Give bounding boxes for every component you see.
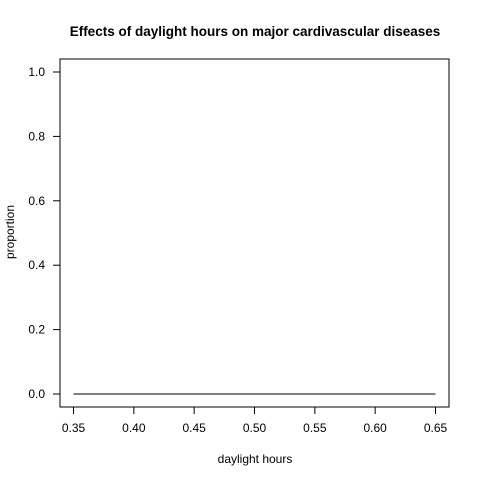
y-axis-label: proportion — [3, 205, 17, 259]
y-tick-label: 0.6 — [28, 194, 45, 208]
x-tick-label: 0.65 — [424, 421, 448, 435]
y-tick-label: 0.2 — [28, 323, 45, 337]
y-tick-label: 0.8 — [28, 129, 45, 143]
x-axis-label: daylight hours — [218, 452, 293, 466]
y-tick-label: 1.0 — [28, 65, 45, 79]
x-tick-label: 0.55 — [303, 421, 327, 435]
x-tick-label: 0.45 — [182, 421, 206, 435]
y-axis: 0.0 0.2 0.4 0.6 0.8 1.0 — [28, 65, 60, 401]
x-tick-label: 0.35 — [62, 421, 86, 435]
y-tick-label: 0.0 — [28, 387, 45, 401]
x-tick-label: 0.50 — [243, 421, 267, 435]
x-axis: 0.35 0.40 0.45 0.50 0.55 0.60 0.65 — [62, 407, 448, 435]
chart-title: Effects of daylight hours on major cardi… — [70, 24, 441, 39]
plot-frame — [59, 58, 450, 408]
x-tick-label: 0.60 — [363, 421, 387, 435]
y-tick-label: 0.4 — [28, 258, 45, 272]
x-tick-label: 0.40 — [122, 421, 146, 435]
